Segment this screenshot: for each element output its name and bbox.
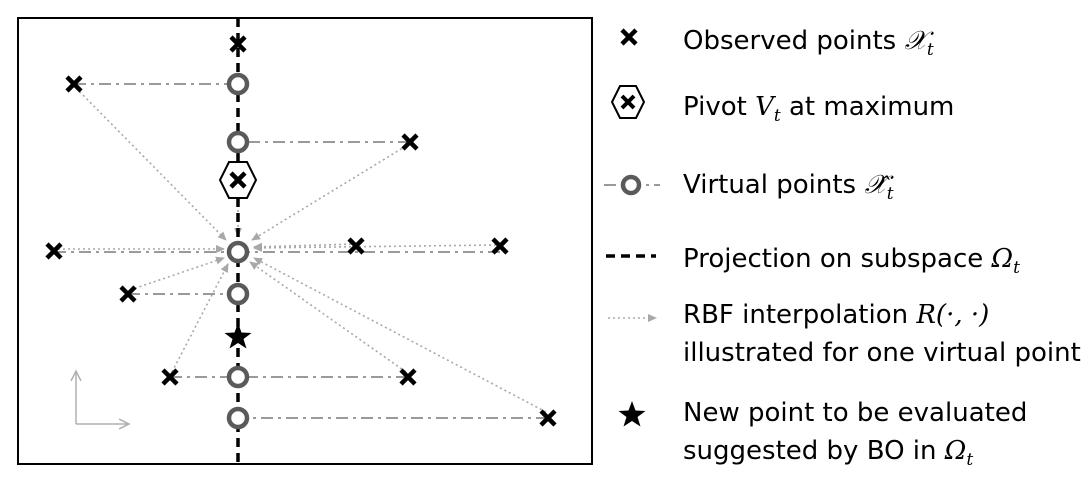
virtual-point: [226, 240, 250, 264]
legend-row-observed: Observed points 𝒳t: [605, 18, 1085, 68]
legend-symbols: [604, 28, 660, 427]
observed-point: [539, 409, 557, 427]
legend-text: Virtual points: [683, 170, 865, 200]
observed-point-pivot: [229, 171, 247, 189]
legend-text: Pivot: [683, 92, 756, 122]
legend-math: R(·, ·): [916, 300, 990, 330]
virtual-point: [226, 406, 250, 430]
legend-label-pivot: Pivot Vt at maximum: [683, 90, 954, 133]
rbf-arrow: [249, 261, 407, 373]
rbf-arrow: [253, 257, 547, 413]
virtual-point: [226, 72, 250, 96]
legend-row-rbf: RBF interpolation R(·, ·) illustrated fo…: [605, 296, 1085, 386]
legend-math: Ω: [991, 244, 1014, 274]
axes-indicator: [76, 372, 128, 424]
virtual-point: [226, 365, 250, 389]
legend-sub: t: [886, 184, 894, 204]
legend-label-new-point: New point to be evaluated suggested by B…: [683, 394, 1027, 479]
legend-sub: t: [966, 450, 974, 470]
legend-sub: t: [1013, 258, 1020, 278]
legend-text: at maximum: [780, 92, 955, 122]
legend-text: Projection on subspace: [683, 244, 992, 274]
legend-row-projection: Projection on subspace Ωt: [605, 236, 1085, 286]
legend-text: RBF interpolation: [683, 300, 917, 330]
legend-sub: t: [926, 40, 934, 60]
observed-point: [65, 75, 83, 93]
projection-links: [54, 83, 548, 419]
legend-label-rbf: RBF interpolation R(·, ·) illustrated fo…: [683, 296, 1081, 372]
legend-math: 𝒳̂: [864, 170, 887, 200]
legend-label-observed: Observed points 𝒳t: [683, 24, 934, 67]
legend-label-virtual: Virtual points 𝒳̂t: [683, 168, 894, 211]
observed-points: [45, 35, 557, 427]
virtual-points: [226, 72, 250, 430]
virtual-point: [226, 282, 250, 306]
diagram-frame: [17, 17, 593, 465]
virtual-point: [226, 130, 250, 154]
observed-point: [45, 242, 63, 260]
legend-row-pivot: Pivot Vt at maximum: [605, 84, 1085, 134]
rbf-arrow: [253, 242, 357, 251]
legend-math: 𝒳: [904, 26, 927, 56]
observed-point: [347, 237, 365, 255]
rbf-arrow: [171, 263, 229, 373]
legend-label-projection: Projection on subspace Ωt: [683, 242, 1020, 285]
rbf-arrow: [129, 256, 225, 291]
rbf-arrows: [58, 87, 547, 413]
legend-pivot-icon: [610, 85, 646, 119]
legend-row-virtual: Virtual points 𝒳̂t: [605, 162, 1085, 212]
observed-point: [119, 285, 137, 303]
new-point-star: [224, 323, 252, 349]
observed-point: [491, 237, 509, 255]
rbf-arrow: [251, 145, 407, 241]
rbf-arrow: [253, 243, 497, 252]
legend-sub: t: [773, 106, 781, 126]
legend-text: illustrated for one virtual point: [683, 338, 1081, 368]
observed-point: [229, 35, 247, 53]
legend-math: V: [755, 92, 774, 122]
observed-point: [399, 368, 417, 386]
legend-text: suggested by BO in: [683, 436, 945, 466]
legend-math: Ω: [944, 436, 967, 466]
legend-star-icon: [618, 401, 646, 427]
rbf-arrow: [75, 87, 227, 241]
legend-observed-icon: [620, 28, 638, 46]
observed-point: [401, 133, 419, 151]
legend-text: Observed points: [683, 26, 905, 56]
legend-virtual-icon: [604, 174, 660, 196]
legend-row-new-point: New point to be evaluated suggested by B…: [605, 394, 1085, 478]
legend-text: New point to be evaluated: [683, 398, 1028, 428]
observed-point: [161, 368, 179, 386]
